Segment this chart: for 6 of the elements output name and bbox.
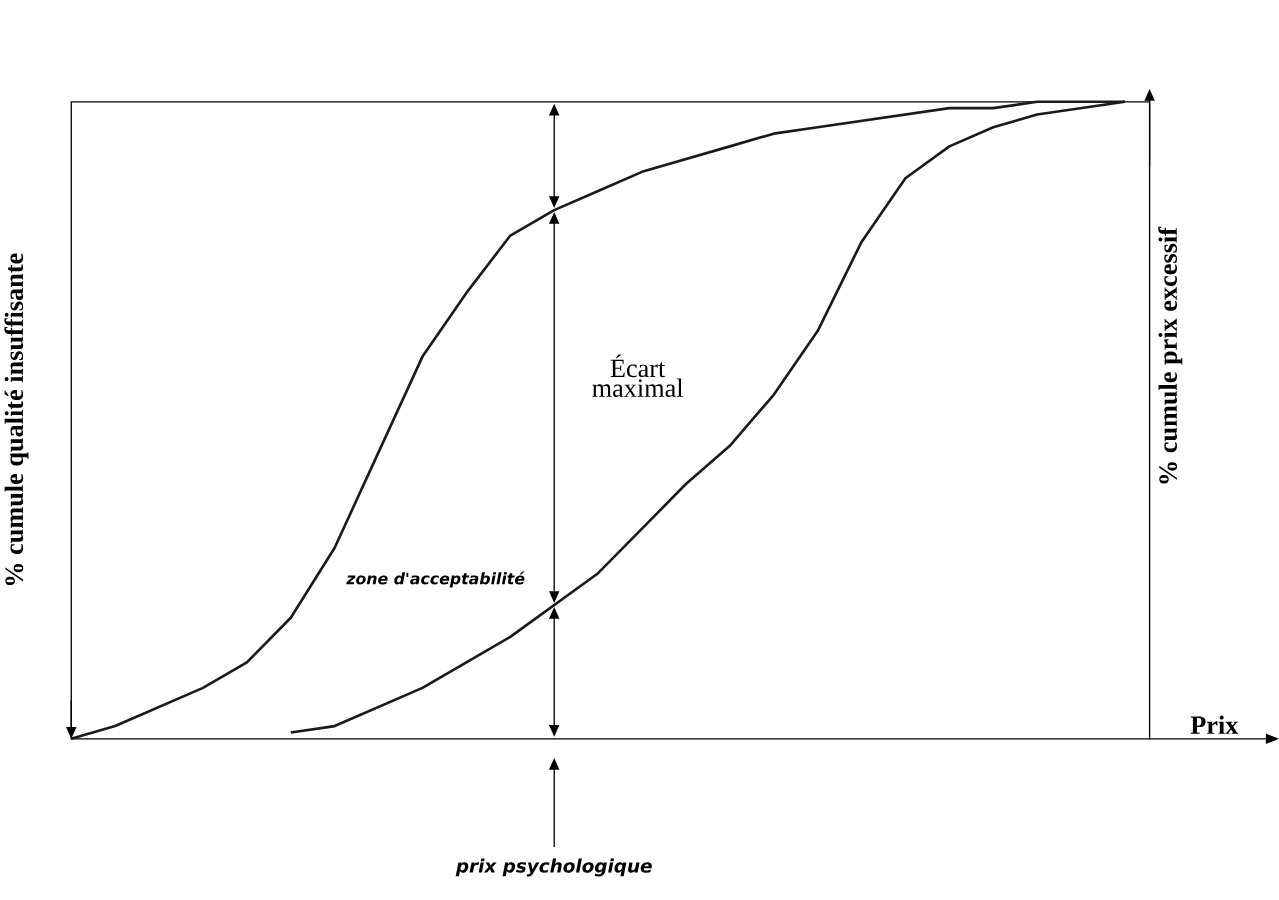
annotation: Écart maximal bbox=[592, 354, 684, 397]
y2-axis-title: % cumule prix excessif bbox=[1158, 226, 1183, 484]
text: prix psychologique bbox=[455, 858, 652, 877]
y-axis-title: % cumule qualité insuffisante bbox=[4, 253, 29, 585]
x-axis-title: Prix bbox=[1190, 715, 1239, 734]
annotation: zone d'acceptabilité bbox=[346, 571, 525, 588]
